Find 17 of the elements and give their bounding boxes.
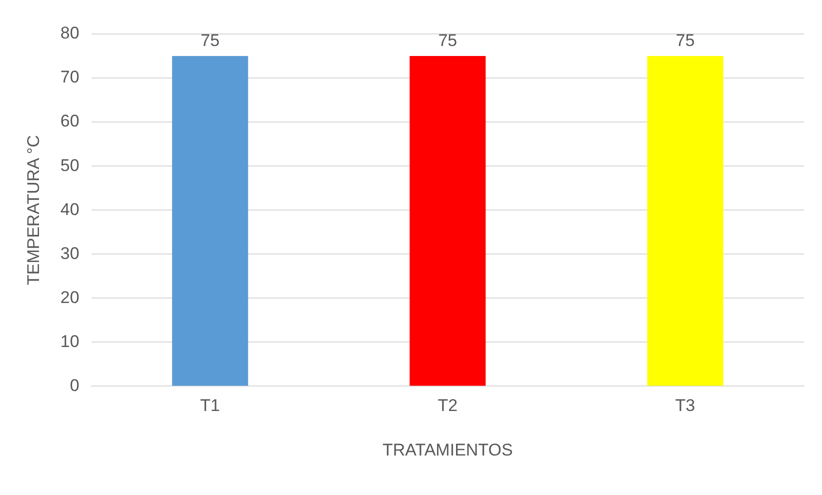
y-tick-label: 50 (60, 156, 80, 175)
y-tick-label: 10 (60, 332, 80, 351)
y-tick-label: 30 (60, 244, 80, 263)
data-label: 75 (676, 31, 695, 50)
x-tick-label: T3 (675, 396, 696, 416)
x-tick-label: T2 (438, 396, 458, 416)
y-tick-label: 20 (60, 288, 80, 307)
y-tick-label: 70 (60, 68, 80, 87)
data-label: 75 (200, 31, 220, 50)
y-tick-label: 60 (60, 112, 80, 131)
x-tick-label: T1 (200, 396, 220, 416)
y-axis-title: TEMPERATURA °C (24, 135, 43, 286)
x-axis-title: TRATAMIENTOS (382, 440, 513, 460)
y-tick-label: 40 (60, 200, 80, 219)
data-label: 75 (438, 31, 458, 50)
y-tick-label: 0 (70, 376, 80, 395)
y-tick-label: 80 (60, 24, 80, 43)
